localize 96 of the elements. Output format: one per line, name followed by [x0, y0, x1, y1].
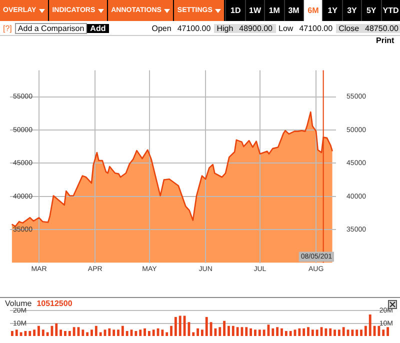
bar — [324, 328, 328, 336]
bar — [386, 327, 390, 336]
bar — [205, 317, 208, 336]
bar — [236, 327, 239, 336]
bar — [33, 330, 36, 336]
text: 1M — [264, 0, 284, 21]
bar — [258, 330, 261, 336]
bar — [378, 326, 380, 336]
bar — [174, 317, 177, 336]
bar — [342, 327, 345, 336]
bar — [170, 326, 172, 336]
text: 48750.00 — [362, 24, 400, 32]
bar — [351, 330, 354, 336]
text: Close — [336, 24, 362, 32]
text: YTD — [380, 0, 400, 21]
bar — [126, 330, 128, 336]
bar — [373, 326, 376, 336]
bar — [134, 330, 138, 336]
bar — [364, 326, 367, 336]
bar — [148, 330, 150, 336]
bar — [166, 332, 168, 336]
annotation: 10512500 — [36, 299, 72, 308]
text: Print — [376, 36, 394, 45]
bar — [228, 326, 230, 336]
bar — [289, 330, 292, 336]
bar — [254, 330, 256, 336]
text: Add a Comparison — [14, 22, 88, 34]
chart-title: Volume — [5, 299, 32, 308]
bar — [196, 328, 200, 336]
bar — [311, 330, 314, 336]
bar — [262, 330, 266, 336]
bar — [338, 330, 340, 336]
text: [?] — [2, 24, 13, 32]
bar — [316, 330, 318, 336]
bar — [28, 330, 32, 336]
text: High — [214, 24, 236, 32]
bar — [245, 327, 248, 336]
bar — [94, 326, 98, 336]
bar — [152, 330, 155, 336]
bar — [250, 328, 252, 336]
bar — [192, 332, 195, 336]
bar — [334, 330, 336, 336]
bar — [356, 330, 358, 336]
text: 47100.00 — [176, 24, 212, 32]
text: 1W — [244, 0, 264, 21]
bar — [38, 326, 40, 336]
bar — [117, 330, 120, 336]
text: Add — [87, 24, 109, 32]
bar — [20, 332, 22, 336]
bar — [139, 330, 142, 336]
bar — [82, 330, 84, 336]
text: 3M — [284, 0, 303, 21]
bar — [161, 330, 164, 336]
bar — [60, 330, 62, 336]
bar — [99, 332, 102, 336]
bar — [210, 322, 212, 336]
bar — [280, 328, 283, 336]
text: 5Y — [361, 0, 381, 21]
bar — [121, 326, 124, 336]
text: 3Y — [342, 0, 362, 21]
bar — [284, 330, 288, 336]
bar — [15, 330, 18, 336]
bar — [42, 330, 44, 336]
bar — [46, 332, 49, 336]
bar — [298, 328, 301, 336]
bar — [72, 327, 76, 336]
text: 47100.00 — [298, 24, 334, 32]
bar — [382, 330, 385, 336]
bar — [302, 328, 306, 336]
bar — [368, 314, 372, 336]
text: 6M — [303, 0, 322, 21]
bar — [86, 332, 89, 336]
text: Low — [278, 24, 294, 32]
bar — [307, 327, 310, 336]
bar — [223, 320, 226, 336]
bar — [329, 328, 332, 336]
bar — [183, 316, 186, 336]
bar — [144, 328, 146, 336]
bar — [64, 330, 66, 336]
text: 1D — [225, 0, 245, 21]
bar — [360, 330, 362, 336]
bar — [90, 330, 93, 336]
bar — [232, 326, 234, 336]
bar — [68, 330, 71, 336]
bar — [108, 328, 111, 336]
bar — [178, 316, 182, 336]
bar — [112, 330, 116, 336]
bar — [200, 330, 204, 336]
bar — [276, 327, 279, 336]
bar — [272, 328, 274, 336]
text: 1Y — [322, 0, 342, 21]
text: Open — [150, 24, 172, 32]
bar — [218, 327, 222, 336]
bar — [55, 323, 58, 336]
bar — [10, 330, 14, 336]
text: 48900.00 — [236, 24, 276, 32]
